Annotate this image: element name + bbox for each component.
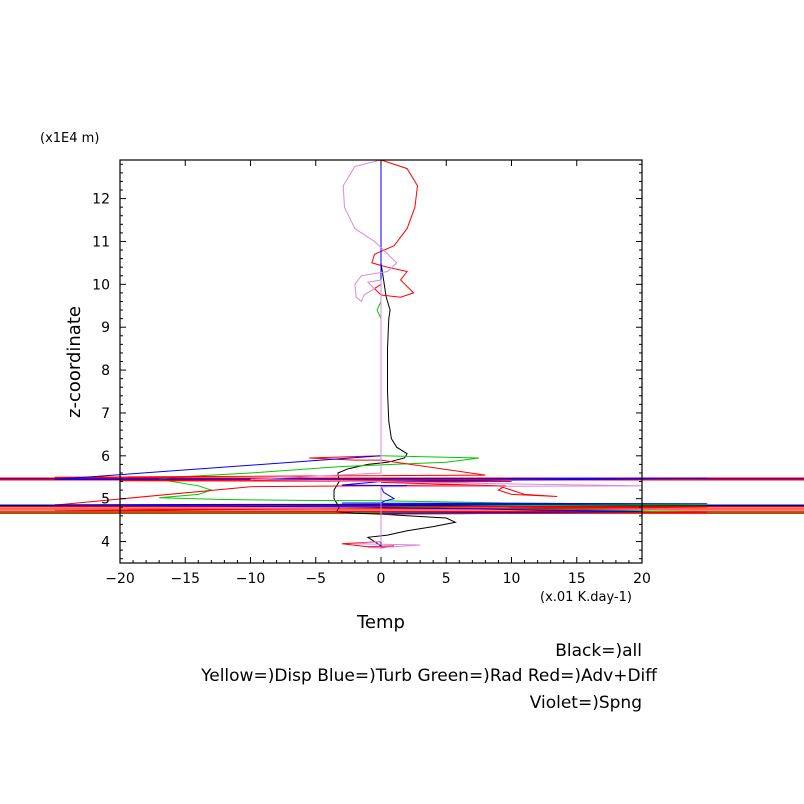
y-tick-label: 10 bbox=[92, 277, 110, 293]
x-unit-label: (x.01 K.day-1) bbox=[540, 590, 632, 605]
x-tick-label: −5 bbox=[305, 571, 326, 587]
ticks-layer: −20 −15 −10 −5 0 5 10 15 20 4 5 6 7 8 9 10 11 12 bbox=[92, 160, 651, 587]
series-line-5 bbox=[250, 159, 643, 549]
y-tick-label: 11 bbox=[92, 234, 110, 250]
y-tick-label: 7 bbox=[101, 406, 110, 422]
x-tick-label: 10 bbox=[503, 571, 521, 587]
legend-line-3: Violet=)Spng bbox=[530, 693, 642, 713]
legend-line-2: Yellow=)Disp Blue=)Turb Green=)Rad Red=)… bbox=[200, 666, 658, 686]
x-tick-label: 15 bbox=[568, 571, 586, 587]
y-tick-label: 6 bbox=[101, 449, 110, 465]
x-axis-label: Temp bbox=[356, 612, 405, 633]
x-tick-label: −20 bbox=[105, 571, 135, 587]
series-layer bbox=[0, 159, 804, 549]
y-tick-label: 5 bbox=[101, 492, 110, 508]
series-line-4 bbox=[54, 160, 708, 548]
y-axis-label: z-coordinate bbox=[64, 306, 85, 418]
x-tick-label: 0 bbox=[377, 571, 386, 587]
series-line-2 bbox=[159, 160, 708, 548]
y-tick-label: 8 bbox=[101, 363, 110, 379]
y-tick-label: 9 bbox=[101, 320, 110, 336]
series-line-1 bbox=[333, 160, 457, 547]
x-tick-label: −10 bbox=[236, 571, 266, 587]
y-unit-label: (x1E4 m) bbox=[40, 131, 99, 146]
legend-line-1: Black=)all bbox=[555, 641, 642, 661]
y-tick-label: 4 bbox=[101, 535, 110, 551]
y-tick-label: 12 bbox=[92, 192, 110, 208]
x-tick-label: 20 bbox=[633, 571, 651, 587]
x-tick-label: −15 bbox=[170, 571, 200, 587]
series-line-3 bbox=[54, 159, 708, 549]
x-tick-label: 5 bbox=[442, 571, 451, 587]
